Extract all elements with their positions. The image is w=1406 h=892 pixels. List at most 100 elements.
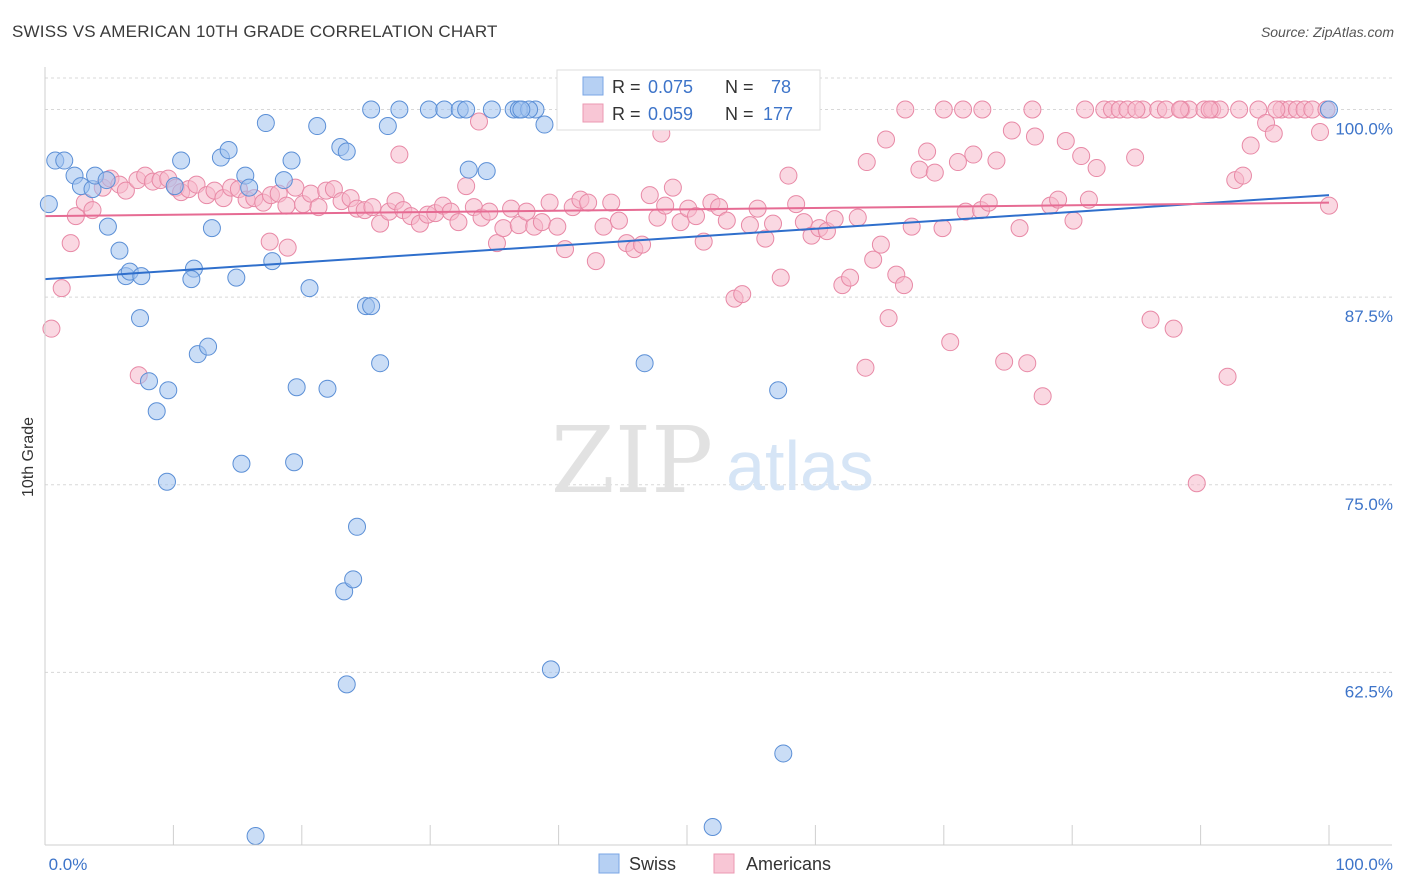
swiss-point (246, 826, 265, 845)
legend-label-swiss[interactable]: Swiss (629, 854, 676, 874)
american-point (1025, 127, 1044, 146)
swiss-point (774, 744, 793, 763)
american-point (1264, 124, 1283, 143)
swiss-point (282, 151, 301, 170)
american-point (363, 198, 382, 217)
american-point (856, 358, 875, 377)
american-point (902, 217, 921, 236)
american-point (979, 193, 998, 212)
american-point (973, 100, 992, 119)
american-point (586, 252, 605, 271)
american-point (640, 186, 659, 205)
swiss-point (172, 151, 191, 170)
american-point (502, 199, 521, 218)
stats-n-label-swiss: N = (725, 77, 754, 97)
american-point (1171, 100, 1190, 119)
american-point (857, 153, 876, 172)
swiss-point (256, 114, 275, 133)
legend-swatch-swiss[interactable] (598, 853, 620, 874)
american-point (457, 177, 476, 196)
x-tick-label: 100.0% (1335, 855, 1393, 874)
american-point (494, 219, 513, 238)
american-point (602, 193, 621, 212)
american-point (1002, 121, 1021, 140)
american-point (61, 234, 80, 253)
watermark-zip: ZIP (551, 407, 713, 514)
americans-trend-line (44, 201, 1330, 218)
swiss-point (182, 270, 201, 289)
american-point (540, 193, 559, 212)
series-swiss (39, 100, 1338, 845)
swiss-point (287, 378, 306, 397)
stats-swatch-americans (582, 103, 604, 123)
american-point (309, 198, 328, 217)
american-point (710, 198, 729, 217)
american-point (933, 219, 952, 238)
legend-label-americans[interactable]: Americans (746, 854, 831, 874)
swiss-point (390, 100, 409, 119)
swiss-point (1320, 100, 1338, 119)
american-point (825, 210, 844, 229)
y-tick-label: 87.5% (1345, 307, 1393, 326)
american-point (918, 142, 937, 161)
american-point (1230, 100, 1249, 119)
swiss-point (362, 297, 381, 316)
y-tick-label: 62.5% (1345, 682, 1393, 701)
american-point (1218, 367, 1237, 386)
swiss-point (378, 117, 397, 136)
swiss-point (337, 142, 356, 161)
swiss-point (199, 337, 218, 356)
american-point (896, 100, 915, 119)
american-point (1049, 190, 1068, 209)
swiss-point (131, 309, 150, 328)
stats-n-value-americans: 177 (763, 104, 793, 124)
american-point (1087, 159, 1106, 178)
american-point (686, 207, 705, 226)
swiss-point (165, 177, 184, 196)
watermark: ZIP atlas (551, 407, 874, 514)
american-point (671, 213, 690, 232)
stats-r-label-swiss: R = (612, 77, 641, 97)
series-legend: Swiss Americans (598, 853, 831, 874)
american-point (83, 201, 102, 220)
american-point (954, 100, 973, 119)
legend-swatch-americans[interactable] (713, 853, 735, 874)
stats-swatch-swiss (582, 76, 604, 96)
american-point (740, 216, 759, 235)
american-point (941, 333, 960, 352)
american-point (390, 145, 409, 164)
american-point (1023, 100, 1042, 119)
stats-legend: R = 0.075 N = 78 R = 0.059 N = 177 (556, 69, 821, 131)
american-point (877, 130, 896, 149)
american-point (1267, 100, 1286, 119)
american-point (1056, 132, 1075, 151)
american-point (879, 309, 898, 328)
x-tick-label: 0.0% (49, 855, 88, 874)
american-point (717, 211, 736, 230)
american-point (594, 217, 613, 236)
swiss-point (219, 141, 238, 160)
swiss-point (140, 372, 159, 391)
swiss-point (512, 100, 531, 119)
swiss-point (535, 115, 554, 134)
swiss-point (371, 354, 390, 373)
american-point (1141, 310, 1160, 329)
swiss-point (541, 660, 560, 679)
american-point (1126, 148, 1145, 167)
american-point (987, 151, 1006, 170)
american-point (779, 166, 798, 185)
american-point (733, 285, 752, 304)
stats-r-value-swiss: 0.075 (648, 77, 693, 97)
stats-n-value-swiss: 78 (771, 77, 791, 97)
swiss-point (457, 100, 476, 119)
swiss-point (55, 151, 74, 170)
american-point (894, 276, 913, 295)
american-point (277, 196, 296, 215)
american-point (948, 153, 967, 172)
american-point (1010, 219, 1029, 238)
swiss-point (344, 570, 363, 589)
swiss-point (477, 162, 496, 181)
y-tick-label: 100.0% (1335, 120, 1393, 139)
swiss-point (232, 454, 251, 473)
american-point (42, 319, 61, 338)
